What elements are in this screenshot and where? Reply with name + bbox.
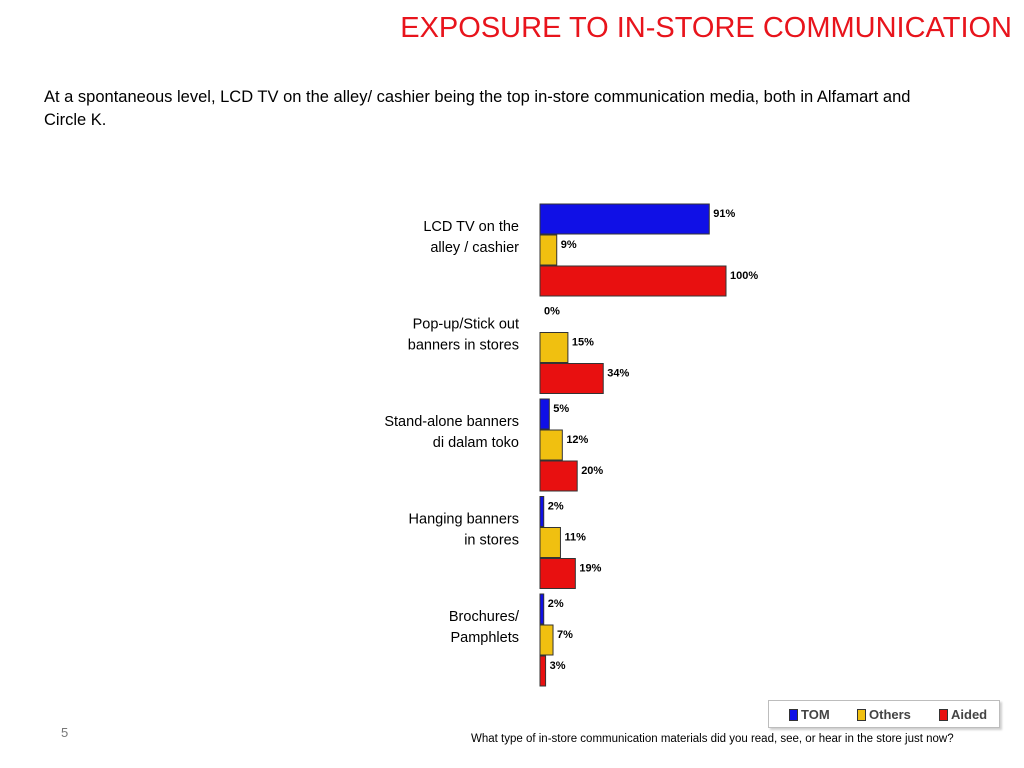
bar-aided (539, 460, 578, 492)
chart-legend: TOM Others Aided (768, 700, 1000, 728)
data-label-tom: 0% (544, 306, 560, 318)
slide-title: EXPOSURE TO IN-STORE COMMUNICATION (400, 12, 1012, 44)
category-labels: LCD TV on the alley / cashier Pop-up/Stick… (384, 219, 520, 646)
bar-aided (539, 363, 604, 394)
legend-label-others: Others (869, 707, 911, 722)
bar-tom (539, 496, 545, 527)
data-label-others: 11% (564, 532, 586, 544)
data-label-others: 15% (572, 337, 594, 349)
bars (539, 203, 727, 687)
bar-aided (539, 265, 727, 297)
bar-aided (539, 655, 547, 687)
data-label-others: 12% (566, 434, 588, 446)
category-label: Pop-up/Stick out banners in stores (408, 317, 519, 354)
footnote: What type of in-store communication mate… (471, 733, 954, 745)
data-label-aided: 34% (607, 368, 629, 380)
legend-swatch-tom (789, 708, 798, 721)
category-label: Brochures/Pamphlets (449, 609, 520, 646)
legend-label-aided: Aided (951, 707, 988, 722)
data-label-tom: 91% (713, 208, 735, 220)
category-label: Hanging banners in stores (409, 512, 519, 549)
data-label-tom: 5% (553, 403, 569, 415)
data-label-aided: 19% (579, 563, 601, 575)
data-label-aided: 100% (730, 270, 758, 282)
legend-item-aided: Aided (939, 707, 987, 722)
bar-tom (539, 593, 545, 625)
data-label-tom: 2% (548, 501, 564, 513)
legend-swatch-others (857, 708, 866, 721)
category-label: Stand-alone banners di dalam toko (384, 414, 519, 451)
bar-tom (539, 398, 550, 430)
legend-swatch-aided (939, 708, 948, 721)
page-number: 5 (61, 725, 69, 740)
bar-others (539, 332, 569, 363)
data-label-aided: 20% (581, 465, 603, 477)
slide-subtitle: At a spontaneous level, LCD TV on the al… (44, 88, 911, 129)
bar-others (539, 429, 563, 461)
legend-label-tom: TOM (801, 707, 830, 722)
legend-item-others: Others (857, 707, 911, 722)
bar-chart: LCD TV on the alley / cashier Pop-up/Stick… (384, 203, 758, 687)
data-label-tom: 2% (548, 598, 564, 610)
category-label: LCD TV on the alley / cashier (423, 219, 519, 256)
bar-others (539, 527, 561, 558)
value-labels: 91% 9% 100% 0% 15% 34% 5% 12% 20% 2% 11% 19% 2% 7% 3% (544, 208, 758, 672)
bar-aided (539, 558, 576, 589)
bar-others (539, 624, 554, 656)
data-label-others: 7% (557, 629, 573, 641)
data-label-aided: 3% (550, 660, 566, 672)
legend-item-tom: TOM (789, 707, 830, 722)
bar-others (539, 234, 558, 266)
bar-tom (539, 203, 710, 235)
data-label-others: 9% (561, 239, 577, 251)
